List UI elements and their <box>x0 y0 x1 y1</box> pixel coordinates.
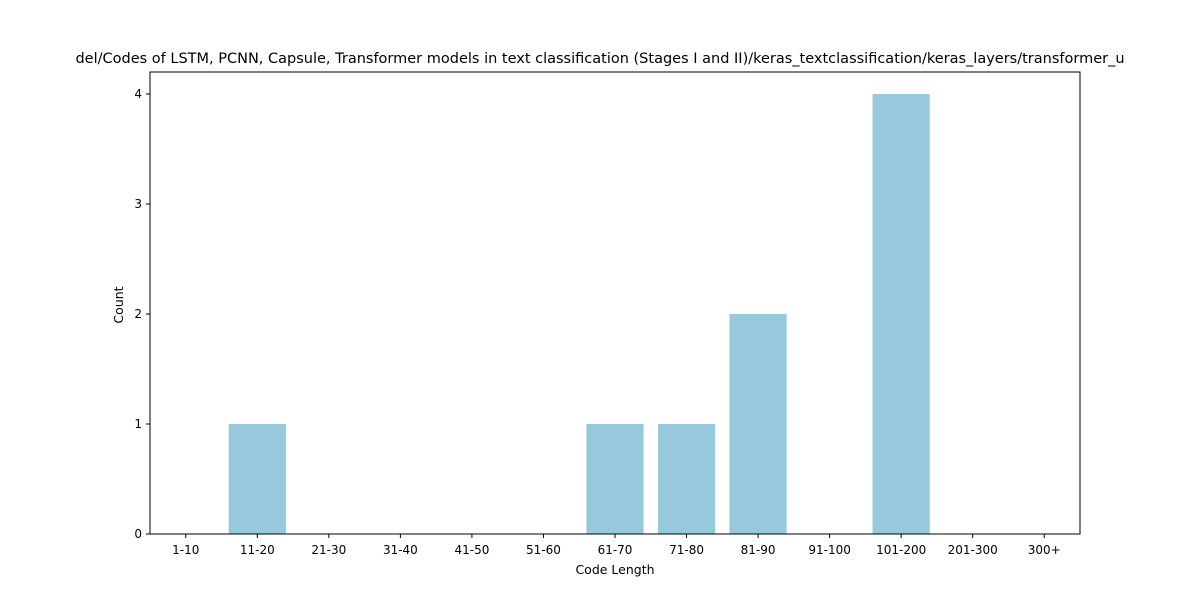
y-tick-label: 2 <box>134 307 142 321</box>
bar-11-20 <box>228 424 286 534</box>
y-tick-label: 4 <box>134 87 142 101</box>
x-tick-label: 51-60 <box>526 543 561 557</box>
x-tick-label: 201-300 <box>948 543 998 557</box>
x-tick-label: 1-10 <box>172 543 199 557</box>
bar-61-70 <box>586 424 644 534</box>
x-axis-title: Code Length <box>575 562 654 577</box>
y-tick-label: 1 <box>134 417 142 431</box>
bar-81-90 <box>729 314 787 534</box>
x-tick-label: 31-40 <box>383 543 418 557</box>
x-tick-label: 21-30 <box>311 543 346 557</box>
x-tick-label: 81-90 <box>741 543 776 557</box>
chart-title: del/Codes of LSTM, PCNN, Capsule, Transf… <box>75 51 1124 67</box>
x-tick-label: 300+ <box>1028 543 1061 557</box>
x-tick-label: 61-70 <box>598 543 633 557</box>
x-axis: 1-10 11-20 21-30 31-40 41-50 51-60 61-70 71-80 8… <box>172 534 1061 557</box>
y-tick-label: 3 <box>134 197 142 211</box>
x-tick-label: 101-200 <box>876 543 926 557</box>
x-tick-label: 71-80 <box>669 543 704 557</box>
x-tick-label: 41-50 <box>454 543 489 557</box>
y-axis-title: Count <box>111 286 126 323</box>
y-tick-label: 0 <box>134 527 142 541</box>
x-tick-label: 91-100 <box>808 543 851 557</box>
bar-71-80 <box>657 424 716 534</box>
y-axis: 0 1 2 3 4 <box>134 87 150 541</box>
bars-group <box>228 94 930 534</box>
bar-101-200 <box>872 94 930 534</box>
x-tick-label: 11-20 <box>240 543 275 557</box>
